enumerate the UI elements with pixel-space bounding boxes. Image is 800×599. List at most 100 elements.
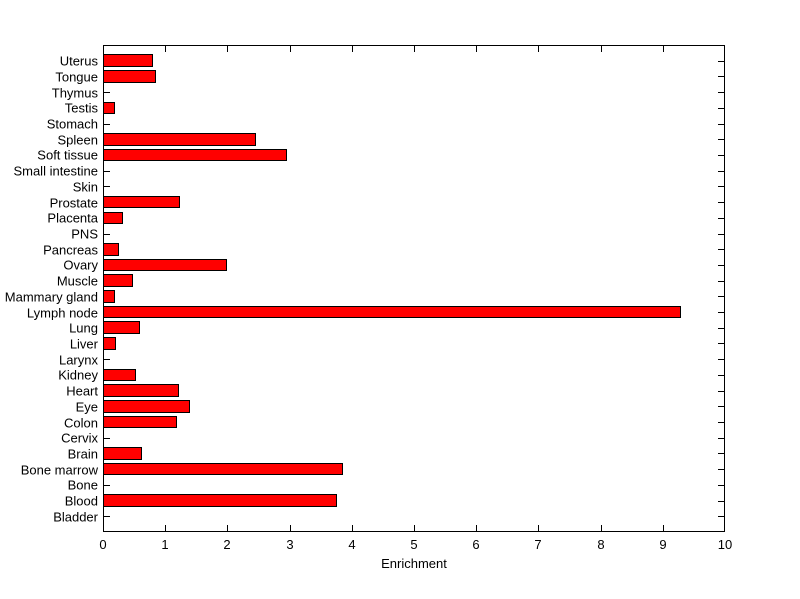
- y-tick-label: Kidney: [58, 367, 98, 383]
- y-tick-label: Muscle: [56, 273, 98, 289]
- x-tick-top: [290, 46, 291, 52]
- y-tick-label: Skin: [72, 179, 98, 195]
- y-tick-label: Bone: [67, 477, 98, 493]
- y-tick-label: Uterus: [59, 53, 98, 69]
- y-tick-label: Heart: [66, 383, 98, 399]
- y-tick-label: Pancreas: [43, 242, 98, 258]
- y-tick-label: Eye: [75, 399, 98, 415]
- y-tick-label: Placenta: [47, 210, 98, 226]
- bar: [103, 290, 115, 303]
- x-tick-top: [414, 46, 415, 52]
- y-tick-right: [718, 485, 724, 486]
- y-tick-label: Lymph node: [26, 305, 98, 321]
- y-tick-label: Colon: [64, 415, 98, 431]
- x-tick-bottom: [663, 525, 664, 531]
- x-axis-title: Enrichment: [381, 556, 447, 571]
- bar: [103, 494, 338, 507]
- bar: [103, 447, 142, 460]
- bar: [103, 258, 227, 272]
- y-tick-label: Brain: [67, 446, 98, 462]
- y-tick-right: [718, 171, 724, 172]
- y-tick-right: [718, 453, 724, 454]
- y-tick-right: [718, 155, 724, 156]
- y-tick-right: [718, 328, 724, 329]
- x-tick-label: 10: [717, 537, 733, 552]
- y-tick-label: Ovary: [63, 257, 98, 273]
- x-tick-label: 5: [410, 537, 418, 552]
- x-tick-label: 9: [659, 537, 667, 552]
- x-tick-bottom: [352, 525, 353, 531]
- y-tick-label: Bone marrow: [20, 462, 98, 478]
- y-tick-right: [718, 61, 724, 62]
- bar: [103, 211, 124, 225]
- y-tick-right: [718, 234, 724, 235]
- y-tick-right: [718, 343, 724, 344]
- y-tick-right: [718, 249, 724, 250]
- x-tick-top: [103, 46, 104, 52]
- y-tick-label: Prostate: [49, 195, 98, 211]
- bar: [103, 195, 180, 209]
- x-tick-bottom: [414, 525, 415, 531]
- bar: [103, 305, 682, 319]
- x-tick-bottom: [227, 525, 228, 531]
- y-tick-label: Lung: [69, 320, 98, 336]
- y-tick-right: [718, 139, 724, 140]
- bar: [103, 321, 141, 335]
- y-tick-right: [718, 202, 724, 203]
- y-tick-right: [718, 281, 724, 282]
- y-tick-label: Stomach: [46, 116, 98, 132]
- x-tick-top: [538, 46, 539, 52]
- x-tick-top: [601, 46, 602, 52]
- x-tick-top: [663, 46, 664, 52]
- y-tick-right: [718, 312, 724, 313]
- bar: [103, 415, 178, 429]
- x-tick-top: [165, 46, 166, 52]
- y-tick-label: Testis: [64, 100, 98, 116]
- y-tick-label: PNS: [71, 226, 98, 242]
- y-tick-label: Spleen: [57, 132, 98, 148]
- bar: [103, 70, 157, 83]
- bar: [103, 274, 134, 287]
- x-tick-bottom: [538, 525, 539, 531]
- y-tick-right: [718, 218, 724, 219]
- y-tick-right: [718, 265, 724, 266]
- x-tick-bottom: [165, 525, 166, 531]
- bar: [103, 384, 179, 397]
- x-tick-label: 3: [286, 537, 294, 552]
- y-tick-right: [718, 391, 724, 392]
- y-tick-right: [718, 501, 724, 502]
- x-tick-bottom: [290, 525, 291, 531]
- y-tick-label: Liver: [69, 336, 98, 352]
- y-tick-label: Thymus: [51, 85, 98, 101]
- y-tick-left: [104, 92, 110, 93]
- x-tick-top: [724, 46, 725, 52]
- bar: [103, 368, 136, 382]
- x-tick-label: 6: [472, 537, 480, 552]
- x-tick-top: [476, 46, 477, 52]
- y-tick-label: Larynx: [58, 352, 98, 368]
- y-tick-right: [718, 469, 724, 470]
- x-tick-top: [352, 46, 353, 52]
- x-tick-bottom: [724, 525, 725, 531]
- x-tick-bottom: [476, 525, 477, 531]
- bar: [103, 242, 119, 256]
- y-tick-label: Bladder: [53, 509, 98, 525]
- x-tick-label: 2: [223, 537, 231, 552]
- y-tick-right: [718, 359, 724, 360]
- y-tick-label: Soft tissue: [37, 147, 98, 163]
- y-tick-left: [104, 438, 110, 439]
- y-tick-right: [718, 296, 724, 297]
- y-tick-left: [104, 359, 110, 360]
- y-tick-right: [718, 92, 724, 93]
- bar: [103, 462, 344, 476]
- y-tick-right: [718, 375, 724, 376]
- y-tick-label: Cervix: [61, 430, 98, 446]
- y-tick-right: [718, 438, 724, 439]
- y-tick-left: [104, 485, 110, 486]
- x-tick-label: 0: [99, 537, 107, 552]
- bar: [103, 148, 288, 162]
- y-tick-right: [718, 108, 724, 109]
- x-tick-label: 7: [534, 537, 542, 552]
- y-tick-right: [718, 186, 724, 187]
